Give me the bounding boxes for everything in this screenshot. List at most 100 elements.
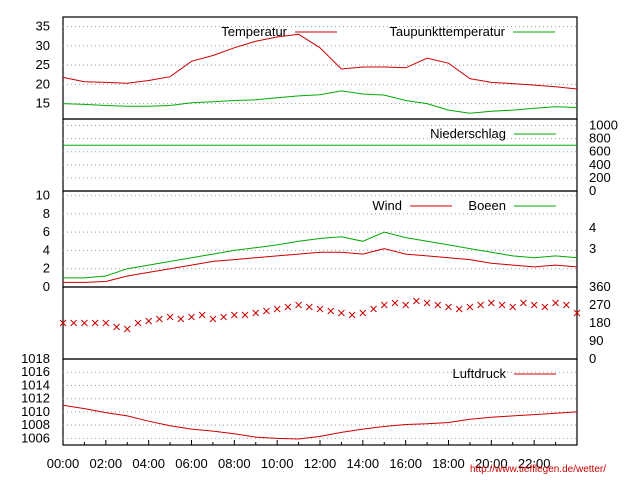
direction-point: [59, 319, 67, 327]
direction-point: [487, 299, 495, 307]
x-tick-label: 02:00: [90, 456, 123, 471]
y-tick-label: 1006: [21, 430, 50, 445]
direction-point: [177, 315, 185, 323]
direction-point: [230, 311, 238, 319]
x-tick-label: 22:00: [518, 456, 551, 471]
x-tick-label: 04:00: [132, 456, 165, 471]
direction-point: [562, 301, 570, 309]
x-tick-label: 20:00: [475, 456, 508, 471]
y-tick-label: 10: [36, 188, 50, 203]
direction-point: [477, 301, 484, 309]
direction-point: [263, 307, 270, 315]
direction-point: [295, 301, 302, 309]
y-tick-label: 6: [43, 224, 50, 239]
direction-point: [338, 309, 345, 317]
direction-point: [455, 305, 463, 313]
direction-point: [348, 311, 356, 319]
right-tick-label: 360: [589, 279, 611, 294]
x-tick-label: 10:00: [261, 456, 294, 471]
series-line-luftdruck: [62, 404, 578, 440]
y-tick-label: 2: [43, 261, 50, 276]
direction-point: [445, 303, 452, 311]
y-tick-label: 0: [589, 183, 596, 198]
right-tick-label: 90: [589, 333, 603, 348]
series-line-wind: [63, 248, 578, 283]
direction-point: [327, 307, 335, 315]
direction-point: [402, 301, 410, 309]
direction-point: [530, 301, 538, 309]
direction-point: [113, 323, 120, 331]
y-tick-label: 30: [36, 38, 50, 53]
direction-point: [434, 301, 442, 309]
x-tick-label: 16:00: [389, 456, 422, 471]
y-tick-label: 1016: [21, 364, 50, 379]
direction-point: [305, 303, 313, 311]
series-line-taupunkttemperatur: [62, 90, 578, 114]
direction-point: [209, 315, 217, 323]
y-tick-label: 35: [36, 19, 50, 34]
direction-point: [413, 297, 420, 305]
direction-point: [498, 301, 506, 309]
y-tick-label: 20: [36, 76, 50, 91]
direction-point: [220, 313, 227, 321]
direction-point: [198, 311, 206, 319]
panel-frame-wind_direction: [62, 286, 578, 360]
x-tick-label: 06:00: [175, 456, 208, 471]
direction-point: [573, 309, 581, 317]
x-tick-label: 12:00: [304, 456, 337, 471]
direction-point: [509, 303, 517, 311]
series-line-temperatur: [62, 33, 578, 90]
right-tick-label: 180: [589, 315, 611, 330]
y-tick-label: 0: [43, 279, 50, 294]
right-tick-label: 270: [589, 297, 611, 312]
direction-point: [370, 305, 377, 313]
right-tick-label: 4: [589, 220, 596, 235]
direction-point: [552, 299, 559, 307]
direction-point: [316, 305, 324, 313]
direction-point: [241, 311, 249, 319]
x-tick-label: 08:00: [218, 456, 251, 471]
right-tick-label: 0: [589, 351, 596, 366]
y-tick-label: 4: [43, 242, 50, 257]
y-tick-label: 1010: [21, 404, 50, 419]
x-tick-label: 00:00: [47, 456, 80, 471]
series-line-boeen: [63, 231, 578, 279]
direction-point: [541, 303, 549, 311]
y-tick-label: 1008: [21, 417, 50, 432]
y-tick-label: 1018: [21, 351, 50, 366]
direction-point: [134, 319, 142, 327]
direction-point: [70, 319, 78, 327]
legend-label: Boeen: [468, 198, 506, 213]
x-tick-label: 18:00: [432, 456, 465, 471]
legend-label: Wind: [372, 198, 402, 213]
y-tick-label: 25: [36, 57, 50, 72]
direction-point: [252, 309, 260, 317]
direction-point: [91, 319, 99, 327]
y-tick-label: 1014: [21, 377, 50, 392]
direction-point: [284, 303, 292, 311]
y-tick-label: 400: [589, 157, 611, 172]
right-tick-label: 3: [589, 241, 596, 256]
y-tick-label: 1012: [21, 391, 50, 406]
direction-point: [423, 299, 431, 307]
y-tick-label: 600: [589, 144, 611, 159]
direction-point: [145, 317, 153, 325]
credit-link[interactable]: http://www.tiefflegen.de/wetter/: [470, 464, 607, 475]
direction-point: [81, 319, 88, 327]
direction-point: [102, 319, 110, 327]
legend-label: Taupunkttemperatur: [389, 24, 505, 39]
direction-point: [273, 305, 281, 313]
direction-point: [520, 299, 527, 307]
legend-label: Luftdruck: [453, 366, 507, 381]
x-tick-label: 14:00: [347, 456, 380, 471]
y-tick-label: 8: [43, 206, 50, 221]
y-tick-label: 15: [36, 96, 50, 111]
direction-point: [156, 315, 163, 323]
legend-label: Niederschlag: [430, 126, 506, 141]
y-tick-label: 200: [589, 170, 611, 185]
direction-point: [166, 313, 174, 321]
y-tick-label: 1000: [589, 118, 618, 133]
direction-point: [188, 313, 195, 321]
direction-point: [123, 325, 131, 333]
